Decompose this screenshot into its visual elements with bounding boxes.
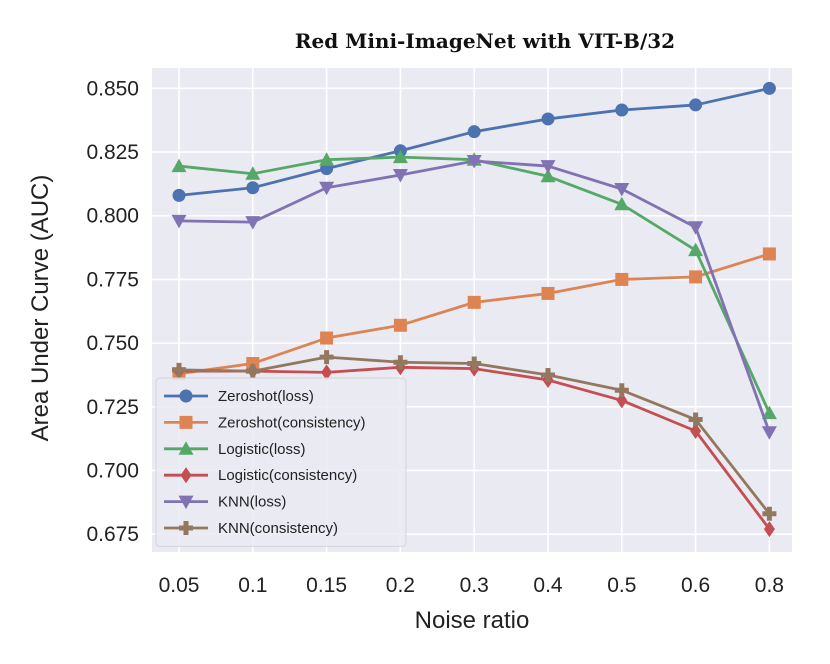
legend-marker — [179, 415, 193, 429]
x-tick-label: 0.1 — [238, 574, 267, 597]
legend-item: Zeroshot(consistency) — [164, 414, 366, 431]
legend-marker — [179, 389, 193, 403]
y-tick-label: 0.825 — [86, 141, 139, 164]
data-point — [541, 112, 555, 126]
data-point — [467, 295, 481, 309]
legend-item: Zeroshot(loss) — [164, 388, 314, 405]
data-point — [245, 364, 260, 379]
x-tick-label: 0.5 — [607, 574, 636, 597]
data-point — [615, 272, 629, 286]
x-tick-label: 0.2 — [386, 574, 415, 597]
data-point — [689, 270, 703, 284]
x-axis-label: Noise ratio — [415, 607, 530, 634]
x-tick-label: 0.8 — [755, 574, 784, 597]
legend-marker — [179, 521, 193, 535]
data-point — [321, 364, 333, 381]
data-point — [688, 221, 704, 235]
data-point — [614, 196, 630, 211]
data-point — [172, 362, 186, 377]
legend-label: Zeroshot(consistency) — [218, 414, 366, 431]
data-point — [540, 160, 556, 174]
data-point — [319, 181, 335, 196]
legend-item: Logistic(consistency) — [164, 467, 357, 484]
data-point — [763, 521, 775, 538]
x-tick-label: 0.15 — [306, 574, 347, 597]
data-point — [171, 158, 187, 173]
x-tick-label: 0.3 — [460, 574, 489, 597]
data-point — [761, 426, 777, 440]
data-point — [467, 125, 481, 139]
data-point — [319, 350, 334, 365]
legend-marker — [178, 441, 194, 455]
legend-marker — [178, 495, 194, 510]
data-point — [245, 166, 261, 180]
legend-label: KNN(consistency) — [218, 520, 338, 537]
y-tick-label: 0.700 — [86, 459, 139, 482]
data-point — [172, 188, 186, 202]
data-point — [393, 355, 408, 370]
data-point — [246, 181, 260, 195]
y-tick-label: 0.675 — [86, 523, 139, 546]
legend-label: Logistic(loss) — [218, 441, 306, 458]
legend-label: Logistic(consistency) — [218, 467, 357, 484]
series-zeroshot-loss — [172, 81, 776, 202]
data-point — [466, 154, 482, 169]
data-point — [614, 183, 630, 197]
series-knn-loss — [171, 154, 777, 440]
data-point — [467, 356, 482, 371]
y-axis-ticks: 0.675 0.700 0.725 0.750 0.775 0.800 0.825 0.850 — [86, 77, 139, 546]
x-tick-label: 0.05 — [159, 574, 200, 597]
data-point — [541, 286, 555, 300]
legend-label: KNN(loss) — [218, 494, 286, 511]
data-point — [762, 247, 776, 261]
y-tick-label: 0.750 — [86, 332, 139, 355]
chart-title: Red Mini-ImageNet with VIT-B/32 — [295, 29, 675, 53]
x-tick-label: 0.4 — [533, 574, 563, 597]
data-point — [614, 383, 629, 398]
series-group — [171, 81, 777, 538]
data-point — [393, 318, 407, 332]
data-point — [616, 392, 628, 409]
x-tick-label: 0.6 — [681, 574, 710, 597]
legend-item: Logistic(loss) — [164, 441, 306, 458]
data-point — [688, 412, 703, 427]
legend: Zeroshot(loss) Zeroshot(consistency) Logis… — [155, 377, 407, 547]
series-knn-consistency — [172, 350, 777, 521]
data-point — [319, 152, 335, 166]
data-point — [392, 149, 408, 164]
legend-marker — [180, 467, 192, 484]
data-point — [392, 168, 408, 183]
data-point — [171, 214, 187, 229]
data-point — [689, 98, 703, 112]
data-point — [615, 103, 629, 117]
data-point — [761, 405, 777, 420]
y-tick-label: 0.775 — [86, 268, 139, 291]
legend-box — [155, 377, 407, 547]
data-point — [541, 367, 555, 382]
y-axis-label: Area Under Curve (AUC) — [27, 175, 54, 442]
data-point — [245, 216, 261, 230]
data-point — [762, 506, 777, 521]
x-axis-ticks: 0.05 0.1 0.15 0.2 0.3 0.4 0.5 0.6 0.8 — [159, 574, 784, 597]
y-tick-label: 0.725 — [86, 396, 139, 419]
data-point — [688, 242, 704, 257]
y-tick-label: 0.850 — [86, 77, 139, 100]
y-tick-label: 0.800 — [86, 205, 139, 228]
legend-item: KNN(loss) — [164, 494, 286, 511]
data-point — [690, 423, 702, 439]
data-point — [762, 81, 776, 95]
data-point — [540, 168, 556, 183]
legend-item: KNN(consistency) — [164, 520, 338, 537]
legend-label: Zeroshot(loss) — [218, 388, 314, 405]
data-point — [320, 331, 334, 345]
